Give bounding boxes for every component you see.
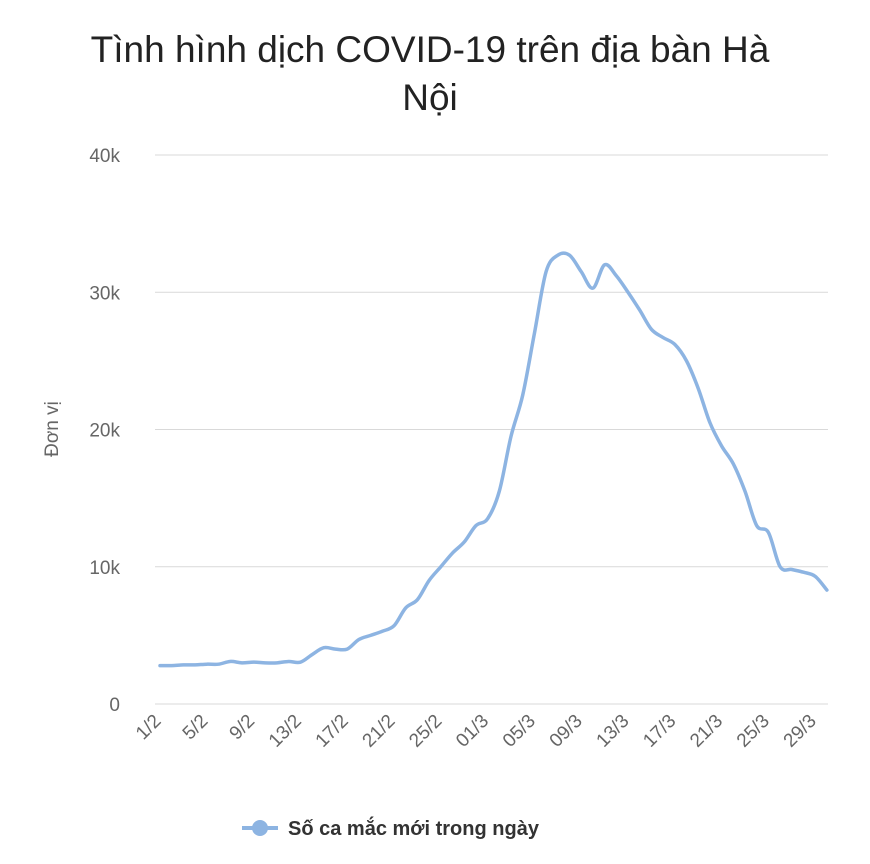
x-tick-label: 5/2 — [179, 711, 213, 745]
chart-title: Tình hình dịch COVID-19 trên địa bàn Hà … — [90, 29, 770, 118]
x-tick-label: 01/3 — [452, 711, 493, 752]
x-tick-label: 25/3 — [733, 711, 774, 752]
x-tick-label: 09/3 — [546, 711, 587, 752]
x-tick-label: 13/3 — [593, 711, 634, 752]
y-tick-label: 30k — [89, 283, 120, 304]
y-tick-label: 40k — [89, 146, 120, 167]
x-tick-label: 9/2 — [226, 711, 260, 745]
legend-marker — [252, 820, 268, 836]
x-tick-label: 17/3 — [639, 711, 680, 752]
y-tick-label: 0 — [109, 695, 120, 716]
x-tick-label: 1/2 — [132, 711, 166, 745]
y-axis-label: Đơn vị — [42, 401, 63, 457]
data-line — [158, 251, 829, 668]
x-tick-label: 21/3 — [686, 711, 727, 752]
x-tick-label: 13/2 — [265, 711, 306, 752]
legend-text: Số ca mắc mới trong ngày — [288, 816, 540, 840]
x-tick-label: 21/2 — [359, 711, 400, 752]
x-tick-label: 17/2 — [312, 711, 353, 752]
x-tick-label: 29/3 — [780, 711, 821, 752]
y-tick-label: 20k — [89, 421, 120, 442]
x-tick-label: 25/2 — [405, 711, 446, 752]
y-tick-label: 10k — [89, 558, 120, 579]
x-tick-label: 05/3 — [499, 711, 540, 752]
